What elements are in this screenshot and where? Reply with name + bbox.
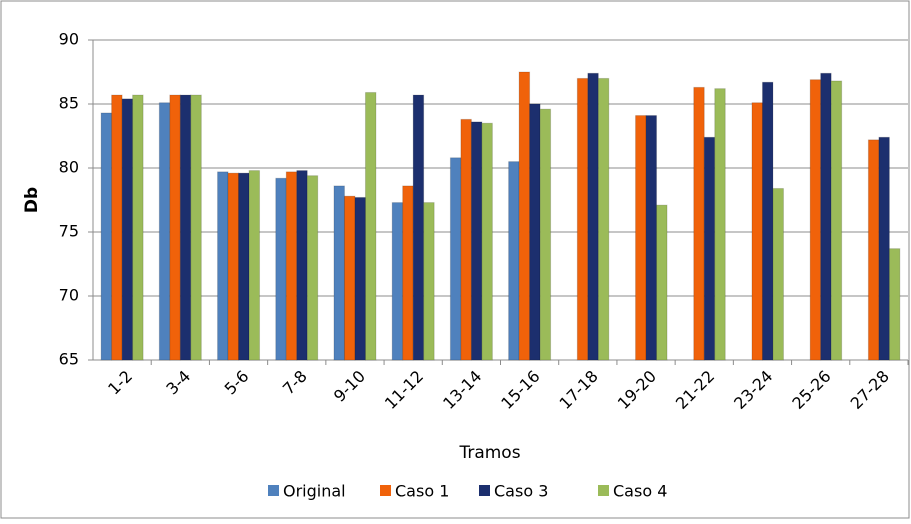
bar <box>423 202 435 361</box>
bar <box>402 185 414 361</box>
bar <box>820 72 832 361</box>
y-tick-label: 90 <box>59 30 79 49</box>
bar <box>190 94 202 361</box>
legend-swatch <box>268 485 279 496</box>
bar <box>518 71 531 361</box>
bar <box>217 171 229 361</box>
bar <box>888 248 901 361</box>
y-axis-label: Db <box>22 187 42 213</box>
bar <box>111 94 123 361</box>
legend-swatch <box>380 485 391 496</box>
bar <box>169 94 181 361</box>
bar <box>772 187 784 361</box>
bar <box>364 91 377 361</box>
bar <box>587 72 599 361</box>
bar <box>809 79 822 361</box>
y-tick-label: 75 <box>59 222 79 241</box>
bar <box>275 177 287 361</box>
bar <box>306 175 319 361</box>
bar <box>597 77 610 361</box>
legend-label: Caso 1 <box>395 482 449 501</box>
bar <box>481 122 493 361</box>
bar <box>761 81 774 361</box>
bar <box>100 112 113 361</box>
legend-label: Caso 3 <box>494 482 548 501</box>
legend-swatch <box>479 485 490 496</box>
bar <box>121 98 134 361</box>
bar <box>645 115 658 361</box>
bar <box>867 139 880 361</box>
bar <box>656 204 668 361</box>
y-tick-label: 80 <box>59 158 79 177</box>
bar <box>343 195 356 361</box>
bar <box>703 136 716 361</box>
bar <box>132 94 144 361</box>
legend-swatch <box>598 485 609 496</box>
bar <box>635 115 647 361</box>
bar <box>354 196 366 361</box>
bar <box>391 202 404 361</box>
bar <box>830 80 843 361</box>
bar <box>508 161 520 361</box>
bar <box>285 171 298 361</box>
y-tick-label: 65 <box>59 350 79 369</box>
bar <box>248 170 261 361</box>
bar <box>460 118 472 361</box>
bar <box>693 86 705 361</box>
bar <box>296 170 308 361</box>
y-tick-label: 85 <box>59 94 79 113</box>
bar <box>878 136 890 361</box>
bar <box>751 102 763 361</box>
bar <box>576 77 589 361</box>
bar <box>714 88 726 361</box>
bar <box>539 108 552 361</box>
legend-label: Caso 4 <box>613 482 667 501</box>
bar <box>158 102 171 361</box>
bar <box>449 157 462 361</box>
x-axis-label: Tramos <box>458 443 520 463</box>
bar <box>412 94 425 361</box>
legend-label: Original <box>283 482 346 501</box>
bar <box>238 172 250 361</box>
bar <box>227 172 240 361</box>
bar <box>470 121 483 361</box>
y-tick-label: 70 <box>59 286 79 305</box>
bar <box>333 185 345 361</box>
bar <box>179 94 192 361</box>
bar <box>529 103 541 361</box>
